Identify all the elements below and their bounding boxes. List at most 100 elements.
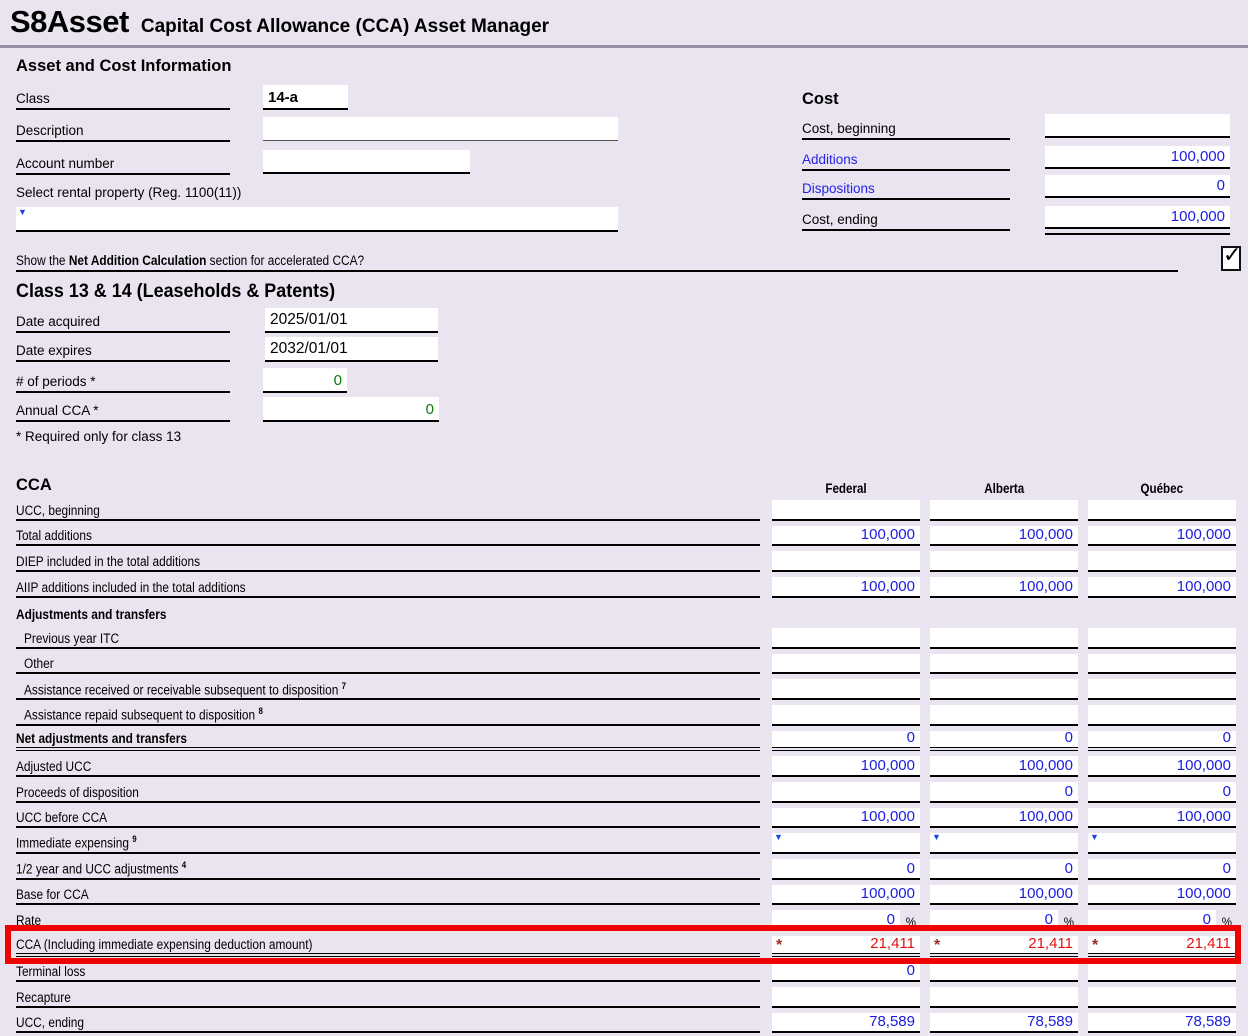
cca-cell-alberta-row-13[interactable]: ▼ <box>930 833 1078 854</box>
cca-cell-quebec-row-18[interactable] <box>1088 961 1236 983</box>
cell-input-area[interactable] <box>930 500 1078 519</box>
cca-cell-federal-row-17[interactable]: * 21,411 <box>772 935 920 957</box>
cca-cell-federal-row-10[interactable]: 100,000 <box>772 756 920 778</box>
cell-input-area[interactable]: 0 <box>930 729 1078 748</box>
cell-input-area[interactable]: 0 <box>772 729 920 748</box>
cca-cell-federal-row-19[interactable] <box>772 987 920 1008</box>
cell-input-area[interactable] <box>1088 628 1236 647</box>
cca-cell-quebec-row-12[interactable]: 100,000 <box>1088 807 1236 829</box>
cell-input-area[interactable] <box>1088 705 1236 724</box>
cell-input-area[interactable]: 0 <box>1088 910 1216 929</box>
cell-input-area[interactable] <box>1088 500 1236 519</box>
cca-cell-quebec-row-20[interactable]: 78,589 <box>1088 1012 1236 1034</box>
cost-ending-field[interactable]: 100,000 <box>1045 206 1230 229</box>
cell-input-area[interactable]: ▼ <box>930 833 1078 852</box>
dropdown-arrow-icon[interactable]: ▼ <box>932 832 941 843</box>
cell-input-area[interactable] <box>930 551 1078 570</box>
cca-cell-alberta-row-14[interactable]: 0 <box>930 858 1078 880</box>
cca-cell-quebec-row-5[interactable] <box>1088 628 1236 649</box>
cell-input-area[interactable] <box>1088 679 1236 699</box>
cca-cell-quebec-row-17[interactable]: * 21,411 <box>1088 935 1236 957</box>
additions-link[interactable]: Additions <box>802 152 858 167</box>
cell-input-area[interactable]: 78,589 <box>930 1012 1078 1032</box>
cell-input-area[interactable]: 100,000 <box>1088 756 1236 776</box>
cca-cell-alberta-row-17[interactable]: * 21,411 <box>930 935 1078 957</box>
cell-input-area[interactable]: 100,000 <box>930 807 1078 827</box>
cca-cell-alberta-row-7[interactable] <box>930 679 1078 701</box>
cell-input-area[interactable]: * 21,411 <box>1088 935 1236 954</box>
cell-input-area[interactable]: 78,589 <box>772 1012 920 1032</box>
cell-input-area[interactable] <box>772 500 920 519</box>
cell-input-area[interactable] <box>930 987 1078 1006</box>
cca-cell-quebec-row-2[interactable] <box>1088 551 1236 572</box>
description-field[interactable] <box>263 117 618 141</box>
cca-cell-federal-row-14[interactable]: 0 <box>772 858 920 880</box>
cell-input-area[interactable] <box>1088 961 1236 981</box>
cca-cell-federal-row-2[interactable] <box>772 551 920 572</box>
cca-cell-quebec-row-9[interactable]: 0 <box>1088 729 1236 752</box>
cell-input-area[interactable] <box>1088 987 1236 1006</box>
cca-cell-quebec-row-0[interactable] <box>1088 500 1236 521</box>
cell-input-area[interactable] <box>1088 551 1236 570</box>
dropdown-arrow-icon[interactable]: ▼ <box>774 832 783 843</box>
cell-input-area[interactable]: 0 <box>772 910 900 929</box>
cca-cell-federal-row-0[interactable] <box>772 500 920 521</box>
dropdown-arrow-icon[interactable]: ▼ <box>1090 832 1099 843</box>
cell-input-area[interactable]: 100,000 <box>1088 884 1236 904</box>
cell-input-area[interactable] <box>772 653 920 673</box>
periods-field[interactable]: 0 <box>263 368 347 393</box>
cca-cell-alberta-row-8[interactable] <box>930 705 1078 726</box>
cca-cell-federal-row-1[interactable]: 100,000 <box>772 525 920 547</box>
date-acquired-field[interactable]: 2025/01/01 <box>265 308 438 333</box>
cca-cell-alberta-row-2[interactable] <box>930 551 1078 572</box>
dropdown-arrow-icon[interactable]: ▼ <box>18 207 27 217</box>
cell-input-area[interactable]: 100,000 <box>772 807 920 827</box>
cca-cell-quebec-row-1[interactable]: 100,000 <box>1088 525 1236 547</box>
dispositions-link[interactable]: Dispositions <box>802 181 875 196</box>
dispositions-field[interactable]: 0 <box>1045 175 1230 198</box>
cell-input-area[interactable]: 100,000 <box>930 525 1078 545</box>
cca-cell-federal-row-16[interactable]: 0% <box>772 910 920 931</box>
cca-cell-alberta-row-19[interactable] <box>930 987 1078 1008</box>
cca-cell-federal-row-13[interactable]: ▼ <box>772 833 920 854</box>
cca-cell-alberta-row-6[interactable] <box>930 653 1078 675</box>
cca-cell-quebec-row-19[interactable] <box>1088 987 1236 1008</box>
rental-property-field[interactable]: ▼ <box>16 207 618 232</box>
cell-input-area[interactable]: 100,000 <box>1088 525 1236 545</box>
cell-input-area[interactable]: ▼ <box>772 833 920 852</box>
cell-input-area[interactable]: 0 <box>1088 729 1236 748</box>
cell-input-area[interactable]: 0 <box>772 961 920 981</box>
cell-input-area[interactable]: 0 <box>1088 858 1236 878</box>
cca-cell-federal-row-11[interactable] <box>772 782 920 803</box>
cca-cell-federal-row-9[interactable]: 0 <box>772 729 920 752</box>
cell-input-area[interactable]: 78,589 <box>1088 1012 1236 1032</box>
cell-input-area[interactable]: 0 <box>930 858 1078 878</box>
cell-input-area[interactable]: 0 <box>772 858 920 878</box>
cell-input-area[interactable] <box>930 653 1078 673</box>
cca-cell-federal-row-15[interactable]: 100,000 <box>772 884 920 906</box>
cell-input-area[interactable] <box>930 705 1078 724</box>
cca-cell-quebec-row-6[interactable] <box>1088 653 1236 675</box>
cell-input-area[interactable]: 100,000 <box>772 576 920 596</box>
cell-input-area[interactable]: 100,000 <box>1088 576 1236 596</box>
cell-input-area[interactable]: 0 <box>930 782 1078 801</box>
cca-cell-federal-row-12[interactable]: 100,000 <box>772 807 920 829</box>
cell-input-area[interactable]: 100,000 <box>930 756 1078 776</box>
cell-input-area[interactable]: 0 <box>1088 782 1236 801</box>
cca-cell-federal-row-5[interactable] <box>772 628 920 649</box>
cell-input-area[interactable] <box>772 987 920 1006</box>
cca-cell-alberta-row-20[interactable]: 78,589 <box>930 1012 1078 1034</box>
cell-input-area[interactable] <box>930 961 1078 981</box>
cca-cell-federal-row-7[interactable] <box>772 679 920 701</box>
cell-input-area[interactable]: 100,000 <box>772 884 920 904</box>
cell-input-area[interactable] <box>772 782 920 801</box>
cca-cell-quebec-row-14[interactable]: 0 <box>1088 858 1236 880</box>
annual-cca-field[interactable]: 0 <box>263 397 439 422</box>
date-expires-field[interactable]: 2032/01/01 <box>265 337 438 362</box>
cca-cell-quebec-row-8[interactable] <box>1088 705 1236 726</box>
cca-cell-alberta-row-18[interactable] <box>930 961 1078 983</box>
cca-cell-quebec-row-15[interactable]: 100,000 <box>1088 884 1236 906</box>
cell-input-area[interactable]: 0 <box>930 910 1058 929</box>
cca-cell-federal-row-18[interactable]: 0 <box>772 961 920 983</box>
cca-cell-alberta-row-10[interactable]: 100,000 <box>930 756 1078 778</box>
